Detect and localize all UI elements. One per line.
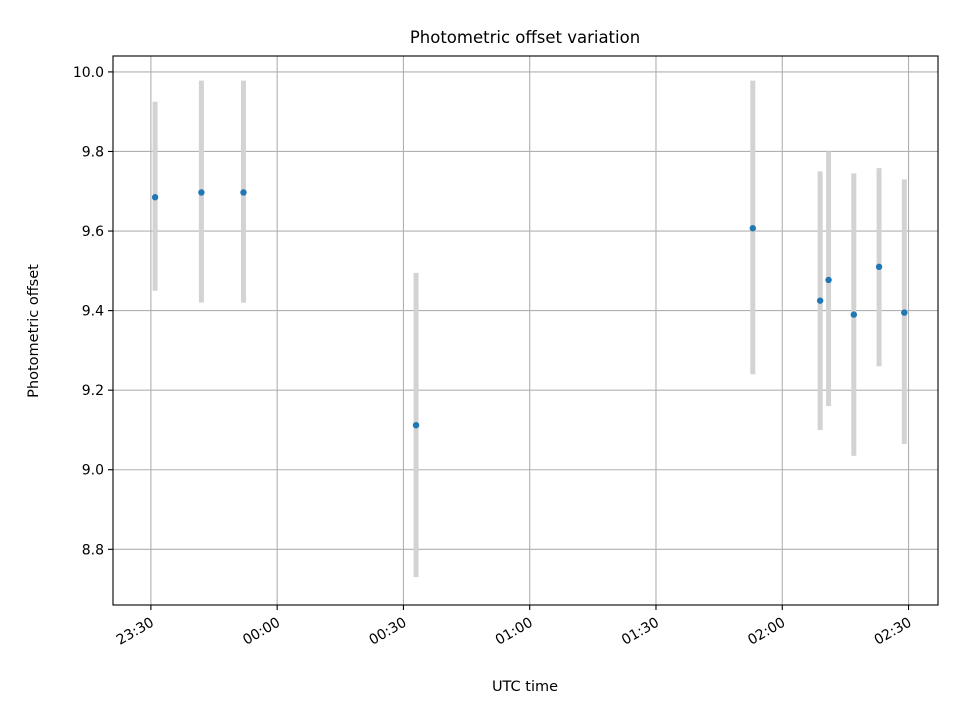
y-tick-label: 8.8 xyxy=(82,542,104,558)
data-point xyxy=(412,421,420,429)
data-point xyxy=(749,225,756,232)
data-points xyxy=(151,189,908,429)
y-tick-label: 9.4 xyxy=(82,304,104,320)
data-point xyxy=(198,189,205,196)
y-tick-label: 9.2 xyxy=(82,383,104,399)
y-tick-label: 9.8 xyxy=(82,144,104,160)
y-axis-ticks: 8.8 9.0 9.2 9.4 9.6 9.8 10.0 xyxy=(73,65,113,558)
y-tick-label: 10.0 xyxy=(73,65,104,81)
plot-frame xyxy=(112,55,939,606)
data-point xyxy=(151,194,159,201)
data-point xyxy=(875,263,883,271)
x-axis-label: UTC time xyxy=(492,679,558,695)
data-point xyxy=(825,276,832,284)
y-tick-label: 9.6 xyxy=(82,224,104,240)
data-point xyxy=(240,189,247,196)
chart-title: Photometric offset variation xyxy=(410,28,640,47)
data-point xyxy=(901,309,908,316)
grid xyxy=(113,56,938,605)
data-point xyxy=(816,297,824,304)
y-axis-label: Photometric offset xyxy=(26,264,42,398)
y-tick-label: 9.0 xyxy=(82,463,104,479)
data-point xyxy=(850,311,858,318)
